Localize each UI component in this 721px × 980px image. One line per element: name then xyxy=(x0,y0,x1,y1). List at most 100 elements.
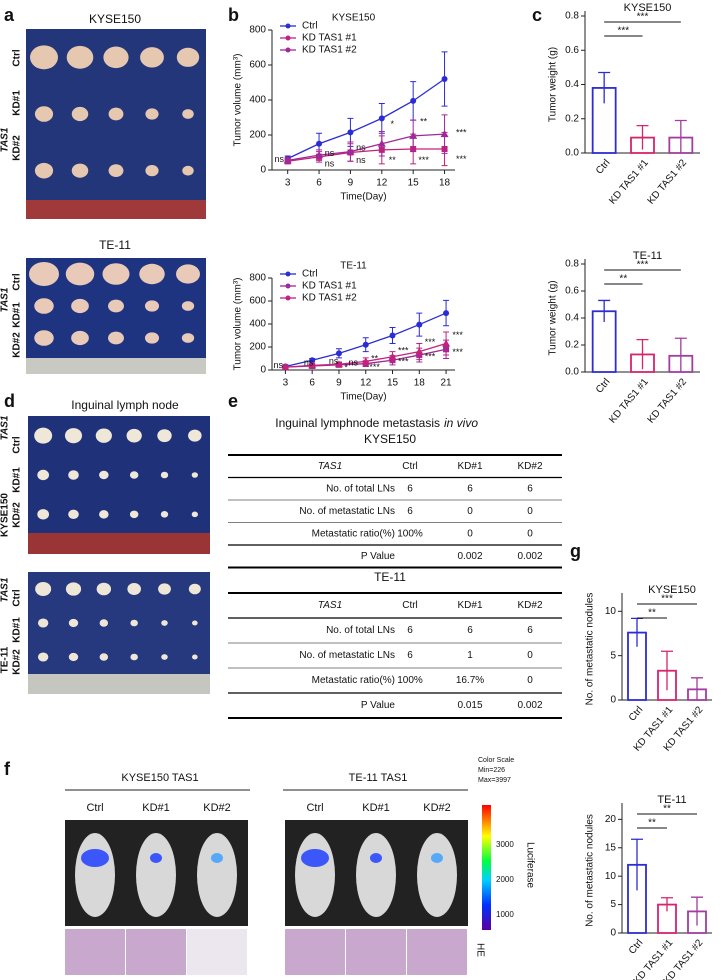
row-label: KD#2 xyxy=(12,332,23,358)
significance: *** xyxy=(425,352,436,362)
x-tick-label: 18 xyxy=(414,378,426,389)
significance: ns xyxy=(356,155,366,165)
specimen xyxy=(181,333,195,343)
table-cell: 1 xyxy=(467,650,473,661)
significance: *** xyxy=(661,594,673,605)
row-label: Ctrl xyxy=(12,589,23,606)
table-header: KD#1 xyxy=(457,600,482,611)
specimen xyxy=(191,472,198,478)
table-cell: 0.002 xyxy=(517,700,542,711)
marker xyxy=(415,347,424,355)
table-cell: No. of metastatic LNs xyxy=(299,506,395,517)
x-tick-label: KD TAS1 #2 xyxy=(646,157,690,206)
specimen xyxy=(37,618,49,628)
specimen xyxy=(144,300,160,312)
he-image xyxy=(126,929,186,975)
table-cell: 0.015 xyxy=(457,700,482,711)
x-tick-label: 6 xyxy=(309,378,315,389)
table-cell: 0 xyxy=(527,650,533,661)
legend-label: KD TAS1 #1 xyxy=(302,33,357,44)
y-tick-label: 800 xyxy=(249,25,266,36)
table-cell: 6 xyxy=(467,625,473,636)
y-tick-label: 5 xyxy=(610,650,616,661)
column-label: Ctrl xyxy=(306,802,323,814)
marker xyxy=(389,332,396,339)
specimen xyxy=(144,332,160,344)
gene-label: TAS1 xyxy=(0,577,11,602)
y-tick-label: 0 xyxy=(610,695,616,706)
gene-label: TAS1 xyxy=(0,287,11,312)
y-tick-label: 200 xyxy=(249,342,266,353)
specimen xyxy=(34,330,54,346)
table-header: KD#2 xyxy=(517,600,542,611)
table-cell: Metastatic ratio(%) xyxy=(312,528,395,539)
specimen xyxy=(71,163,89,178)
scale-tick: 2000 xyxy=(496,875,514,884)
significance: *** xyxy=(456,154,467,164)
signal xyxy=(150,853,162,863)
significance: ** xyxy=(663,804,671,815)
legend-label: Ctrl xyxy=(302,21,318,32)
table-cell: No. of total LNs xyxy=(326,625,395,636)
specimen xyxy=(34,298,54,314)
x-tick-label: 21 xyxy=(441,378,453,389)
marker xyxy=(416,321,423,328)
row-label: KD#2 xyxy=(12,502,23,528)
specimen xyxy=(34,162,54,179)
x-tick-label: 18 xyxy=(439,178,451,189)
line-label: TE-11 xyxy=(0,646,11,673)
table-subtitle: TE-11 xyxy=(374,570,406,584)
y-tick-label: 10 xyxy=(605,606,617,617)
error-bar xyxy=(636,338,649,370)
ruler xyxy=(26,358,206,374)
scale-max: Max=3997 xyxy=(478,777,511,784)
significance: *** xyxy=(398,356,409,366)
chart-title: KYSE150 xyxy=(648,584,696,596)
significance: *** xyxy=(637,260,649,271)
panel-letter: c xyxy=(532,5,542,25)
stain-label: HE xyxy=(474,943,485,957)
significance: ** xyxy=(371,353,379,363)
specimen xyxy=(99,510,109,519)
row-label: Ctrl xyxy=(12,273,23,290)
significance: ** xyxy=(648,818,656,829)
legend-marker xyxy=(285,35,291,41)
legend-label: KD TAS1 #1 xyxy=(302,281,357,292)
y-axis-label: Tumor volume (mm³) xyxy=(233,54,244,147)
legend-marker xyxy=(285,271,291,277)
significance: ns xyxy=(304,357,314,367)
specimen xyxy=(126,428,142,443)
error-bar xyxy=(598,71,611,104)
color-scale xyxy=(482,805,491,930)
marker xyxy=(308,361,317,369)
table-cell: 6 xyxy=(467,483,473,494)
significance: *** xyxy=(617,26,629,37)
y-tick-label: 5 xyxy=(610,899,616,910)
row-label: KD#2 xyxy=(12,135,23,161)
specimen xyxy=(188,583,201,595)
significance: ns xyxy=(325,158,335,168)
specimen xyxy=(108,107,124,121)
marker xyxy=(378,115,385,122)
significance: *** xyxy=(456,128,467,138)
y-tick-label: 400 xyxy=(249,319,266,330)
x-tick-label: 12 xyxy=(376,178,388,189)
y-tick-label: 0 xyxy=(260,165,266,176)
specimen xyxy=(181,301,195,311)
specimen xyxy=(188,429,202,442)
y-axis-label: No. of metastatic nodules xyxy=(585,814,596,927)
significance: *** xyxy=(425,337,436,347)
panel-letter: b xyxy=(228,5,239,25)
x-tick-label: Ctrl xyxy=(594,158,612,177)
y-tick-label: 200 xyxy=(249,130,266,141)
row-label: KD#1 xyxy=(12,90,23,116)
table-cell: 0 xyxy=(527,506,533,517)
x-tick-label: KD TAS1 #1 xyxy=(607,376,651,425)
table-cell: 16.7% xyxy=(456,675,484,686)
significance: *** xyxy=(637,12,649,23)
mouse xyxy=(356,833,396,917)
he-image xyxy=(407,929,467,975)
scale-tick: 3000 xyxy=(496,840,514,849)
signal xyxy=(370,853,382,863)
specimen xyxy=(140,47,164,68)
